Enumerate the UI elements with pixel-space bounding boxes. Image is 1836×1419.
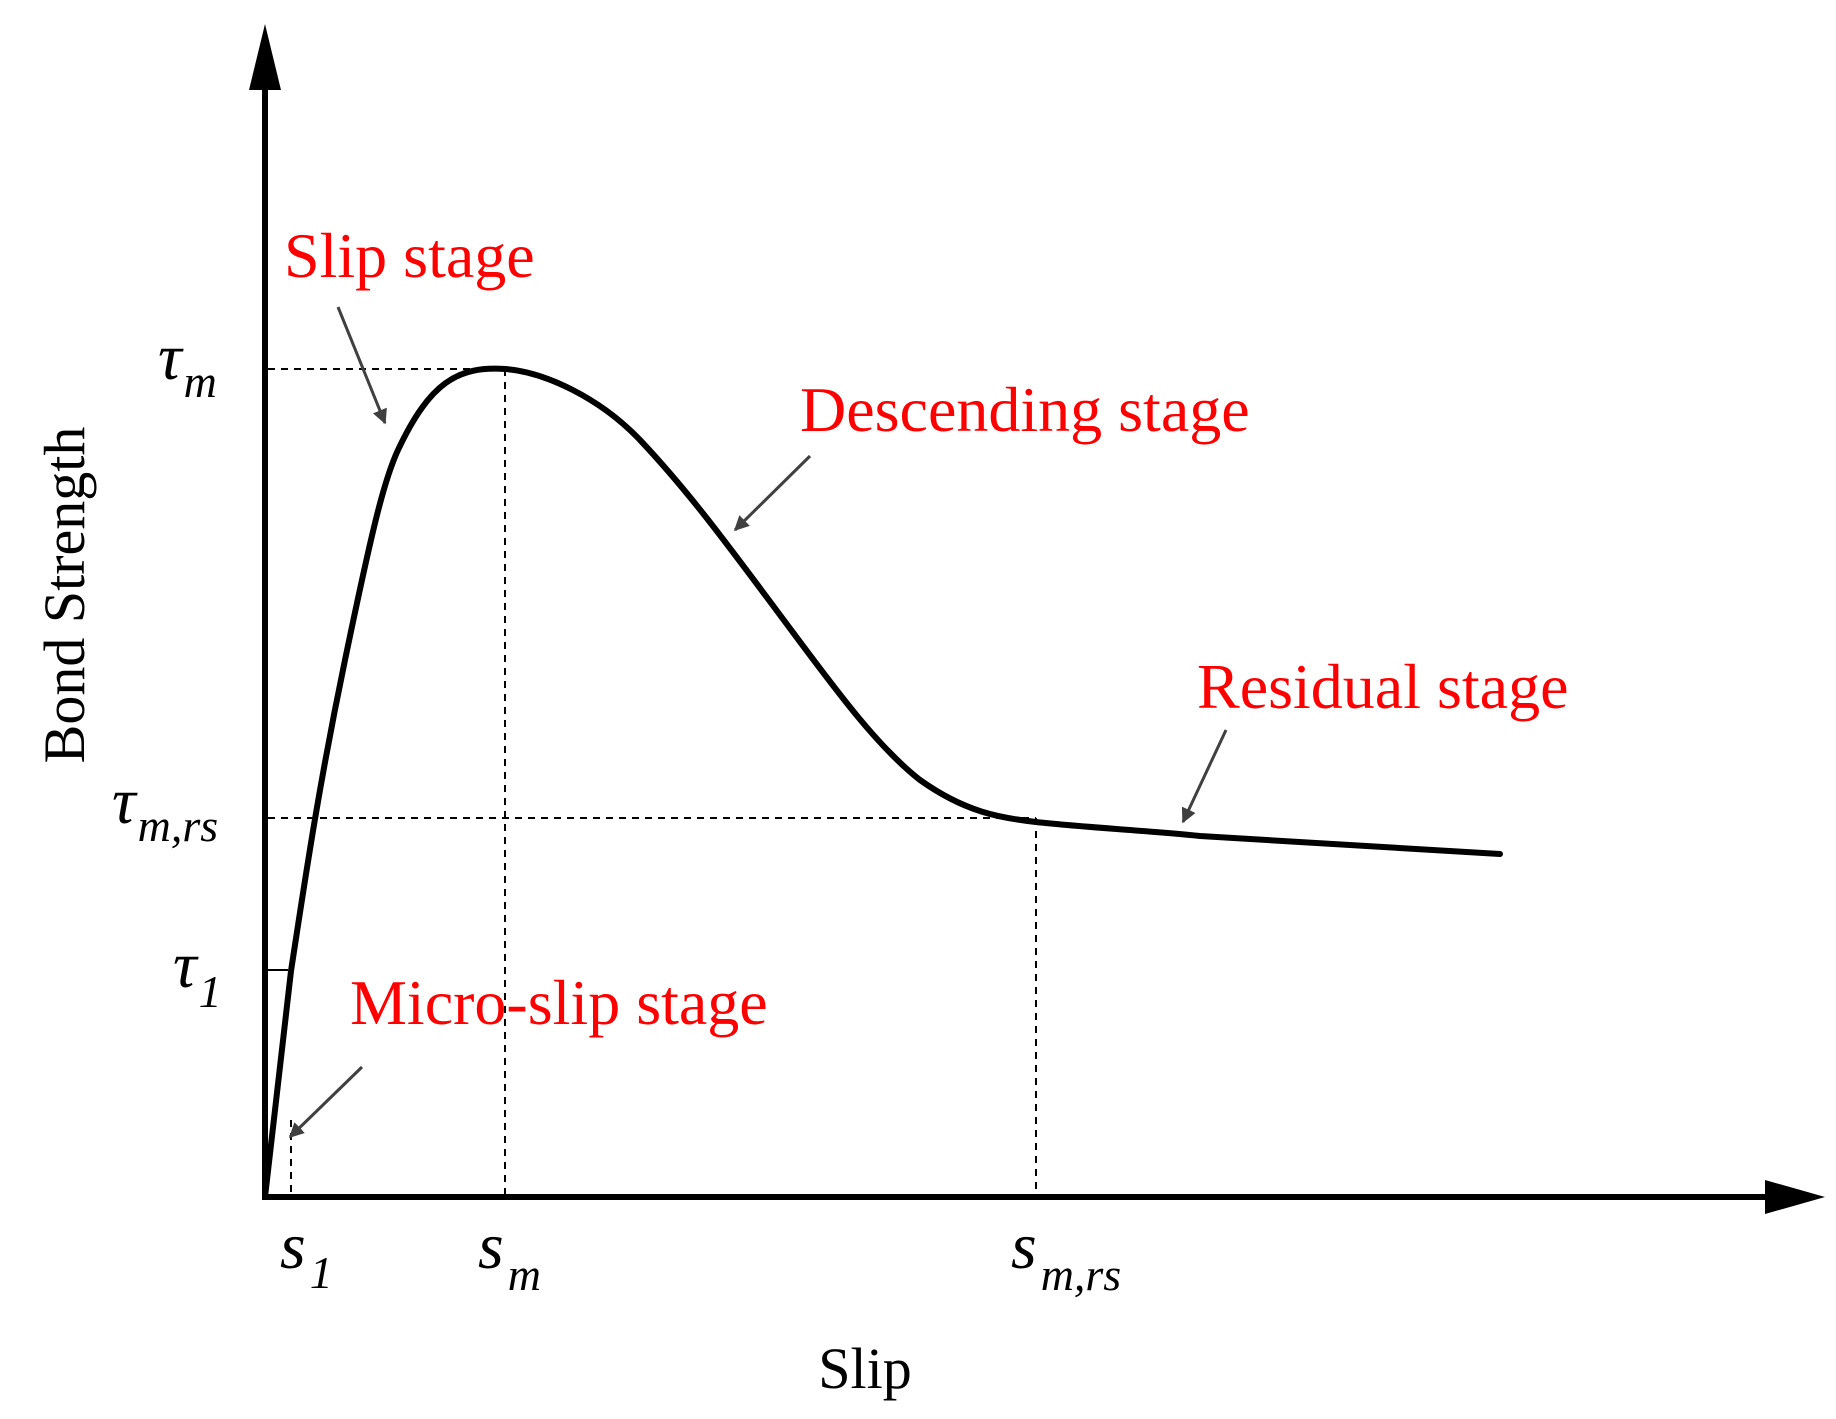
y-tick-taumrs-subscript: m,rs: [138, 800, 219, 851]
x-tick-smrs-symbol: s: [1011, 1210, 1037, 1283]
y-tick-tau1-subscript: 1: [199, 966, 222, 1017]
y-tick-label-taumrs: τm,rs: [112, 765, 218, 851]
micro-slip-stage-label: Micro-slip stage: [350, 967, 768, 1038]
micro-slip-arrow: [288, 1065, 364, 1139]
descending-arrow: [733, 454, 812, 532]
y-tick-taumrs-symbol: τ: [112, 765, 138, 838]
descending-stage-label: Descending stage: [800, 374, 1250, 445]
bond-slip-curve: [262, 365, 1503, 1200]
x-tick-sm-symbol: s: [478, 1210, 504, 1283]
x-tick-label-smrs: sm,rs: [1011, 1210, 1121, 1300]
x-tick-label-sm: sm: [478, 1210, 541, 1300]
x-tick-s1-subscript: 1: [310, 1247, 333, 1298]
x-axis-title: Slip: [818, 1336, 912, 1401]
x-tick-smrs-subscript: m,rs: [1041, 1249, 1122, 1300]
y-axis-arrowhead: [249, 24, 281, 90]
residual-arrow: [1181, 729, 1228, 824]
x-axis-arrowhead: [1765, 1180, 1825, 1214]
annotation-arrows: [288, 306, 1228, 1139]
y-tick-label-tau1: τ1: [173, 929, 222, 1017]
slip-stage-label: Slip stage: [284, 220, 535, 291]
y-tick-taum-symbol: τ: [158, 321, 184, 394]
residual-stage-label: Residual stage: [1197, 651, 1568, 722]
x-tick-s1-symbol: s: [280, 1210, 306, 1283]
y-tick-taum-subscript: m: [184, 356, 217, 407]
slip-arrow: [336, 306, 387, 425]
y-tick-tau1-symbol: τ: [173, 929, 199, 1002]
reference-lines: [268, 368, 1037, 1197]
y-axis-title: Bond Strength: [32, 427, 97, 764]
x-tick-label-s1: s1: [280, 1210, 333, 1298]
x-tick-sm-subscript: m: [508, 1249, 541, 1300]
axes: [249, 24, 1825, 1214]
y-tick-label-taum: τm: [158, 321, 217, 407]
